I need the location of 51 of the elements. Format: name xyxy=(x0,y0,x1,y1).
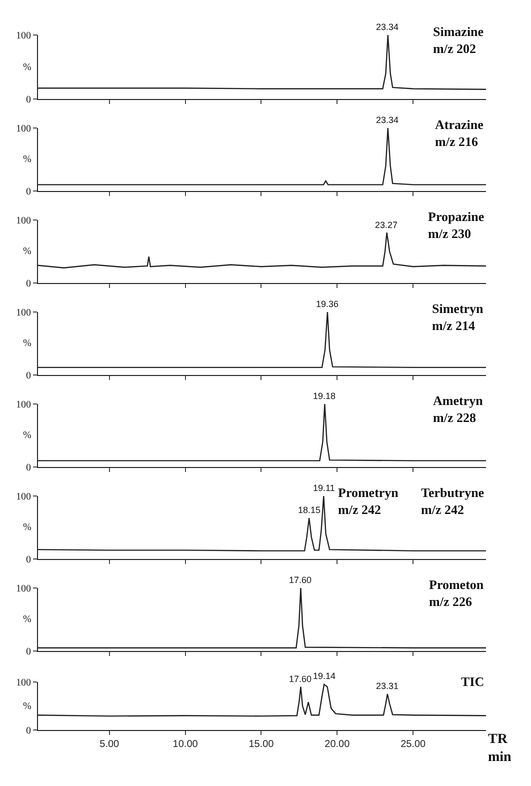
y-axis-title: % xyxy=(23,246,32,257)
annotation: Propazine m/z 230 xyxy=(428,209,484,241)
annotation: Simetryn m/z 214 xyxy=(432,301,484,333)
y-tick-label: 0 xyxy=(26,646,31,658)
x-axis-title: TR min xyxy=(488,732,512,766)
y-axis-title: % xyxy=(23,701,32,712)
y-tick-label: 0 xyxy=(26,94,31,106)
annotation: 19.36 xyxy=(316,299,339,309)
annotation: 19.11 xyxy=(313,483,335,493)
annotation: 19.18 xyxy=(313,391,336,401)
annotation: Ametryn m/z 228 xyxy=(433,393,484,425)
annotation: 17.60 xyxy=(289,575,312,585)
y-axis-title: % xyxy=(23,522,32,533)
annotation: Prometryn m/z 242 xyxy=(338,485,400,517)
y-tick-label: 0 xyxy=(26,186,31,198)
annotation: 23.31 xyxy=(376,681,399,691)
annotation: 19.14 xyxy=(313,671,336,681)
y-axis-title: % xyxy=(23,430,32,441)
y-axis-title: % xyxy=(23,62,32,73)
annotation: 23.34 xyxy=(376,115,399,125)
y-axis-title: % xyxy=(23,154,32,165)
y-tick-label: 0 xyxy=(26,278,31,290)
y-tick-label: 100 xyxy=(16,584,31,594)
x-tick-label: 15.00 xyxy=(248,739,274,750)
annotation: 17.60 xyxy=(289,674,312,684)
annotation: Simazine m/z 202 xyxy=(433,24,484,56)
y-tick-label: 100 xyxy=(16,492,31,502)
annotation: Atrazine m/z 216 xyxy=(435,117,484,149)
annotation: 23.34 xyxy=(376,22,399,32)
y-axis-title: % xyxy=(23,338,32,349)
x-tick-label: 25.00 xyxy=(400,739,426,750)
y-axis-title: % xyxy=(23,614,32,625)
annotation: 18.15 xyxy=(298,505,321,515)
y-tick-label: 100 xyxy=(16,216,31,226)
annotation: Prometon m/z 226 xyxy=(429,577,484,609)
y-tick-label: 100 xyxy=(16,308,31,318)
y-tick-label: 0 xyxy=(26,554,31,566)
y-tick-label: 100 xyxy=(16,678,31,688)
line-series xyxy=(38,588,486,648)
annotation: 23.27 xyxy=(375,220,398,230)
y-tick-label: 100 xyxy=(16,400,31,410)
x-tick-label: 20.00 xyxy=(324,739,350,750)
y-tick-label: 100 xyxy=(16,124,31,134)
x-tick-label: 5.00 xyxy=(100,739,120,750)
annotation: Terbutryne m/z 242 xyxy=(421,485,484,517)
y-tick-label: 0 xyxy=(26,370,31,382)
x-tick-label: 10.00 xyxy=(172,739,198,750)
annotation: TIC xyxy=(461,674,484,689)
y-tick-label: 0 xyxy=(26,726,31,736)
y-tick-label: 100 xyxy=(16,30,31,42)
y-tick-label: 0 xyxy=(26,462,31,474)
